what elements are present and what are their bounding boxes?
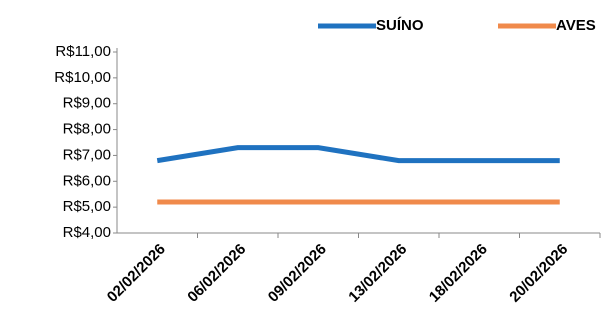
y-tick-label: R$11,00 <box>55 43 111 60</box>
x-tick-label: 20/02/2026 <box>506 241 571 306</box>
y-tick-label: R$9,00 <box>63 95 111 112</box>
legend-label: SUÍNO <box>376 17 424 34</box>
y-tick-label: R$4,00 <box>63 224 111 241</box>
series-line <box>156 145 560 164</box>
y-tick-label: R$10,00 <box>54 69 111 86</box>
x-tick-label: 18/02/2026 <box>426 241 491 306</box>
y-tick-label: R$7,00 <box>63 146 111 163</box>
x-tick-label: 09/02/2026 <box>265 241 330 306</box>
x-tick-label: 02/02/2026 <box>104 241 169 306</box>
x-tick-label: 06/02/2026 <box>184 241 249 306</box>
y-tick-label: R$6,00 <box>63 172 111 189</box>
x-tick-label: 13/02/2026 <box>345 241 410 306</box>
legend-label: AVES <box>556 17 596 34</box>
y-tick-label: R$8,00 <box>63 121 111 138</box>
y-tick-label: R$5,00 <box>63 198 111 215</box>
